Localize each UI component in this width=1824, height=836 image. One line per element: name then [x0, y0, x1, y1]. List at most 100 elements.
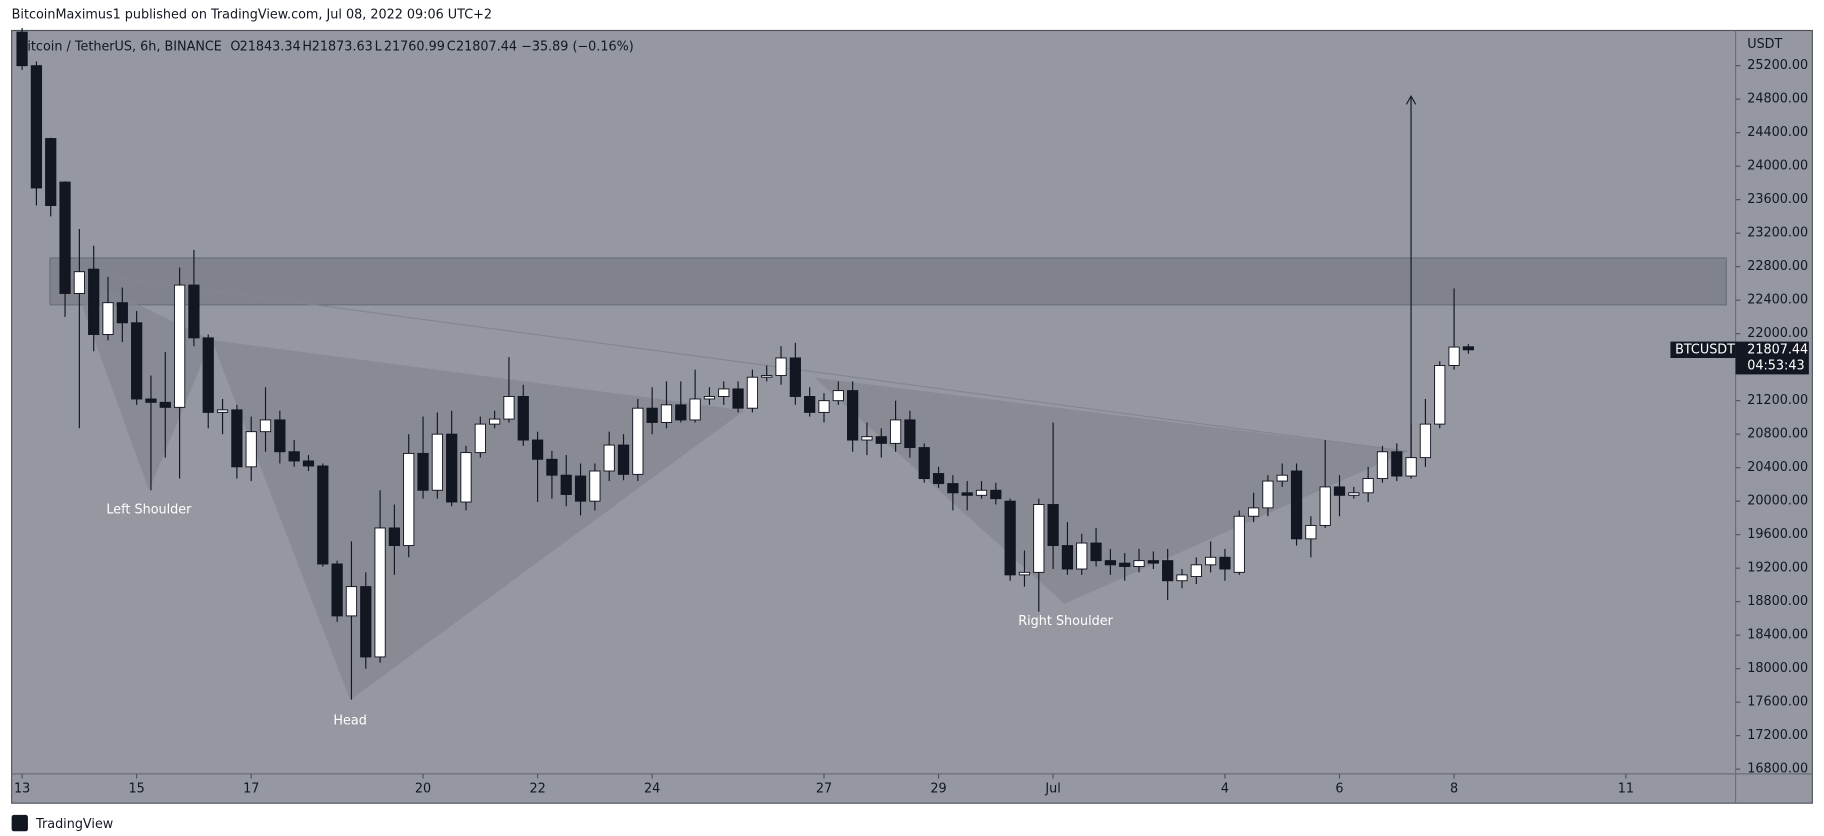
- candle-body: [1133, 560, 1145, 567]
- x-tick-label: 15: [129, 782, 145, 797]
- candle-body: [1018, 571, 1031, 576]
- ohlc-label: O: [230, 39, 240, 54]
- candle-body: [1391, 451, 1403, 477]
- candle-body: [274, 419, 286, 453]
- candle-body: [761, 375, 773, 378]
- candle-body: [403, 452, 415, 547]
- candle-body: [1233, 515, 1245, 573]
- candle-body: [689, 398, 701, 421]
- candle-body: [202, 337, 214, 413]
- symbol-tag-bg: [1670, 341, 1736, 358]
- candle-body: [961, 492, 973, 496]
- price-tag-value: 21807.44: [1747, 342, 1808, 357]
- y-tick-label: 18400.00: [1747, 628, 1808, 643]
- x-tick-label: 8: [1450, 782, 1458, 797]
- neckline: [69, 271, 1408, 452]
- candle-body: [718, 388, 730, 397]
- y-tick-label: 22400.00: [1747, 293, 1808, 308]
- candle-body: [732, 388, 744, 409]
- candle-body: [1190, 564, 1202, 578]
- candle-body: [1319, 486, 1331, 526]
- candle-body: [360, 586, 372, 658]
- logo-icon: [11, 814, 28, 832]
- candle-body: [1162, 560, 1174, 582]
- candle-body: [1305, 524, 1317, 540]
- x-tick-label: 11: [1618, 782, 1634, 797]
- candle-body: [889, 419, 902, 444]
- candle-body: [804, 396, 816, 413]
- x-tick-label: 17: [243, 782, 259, 797]
- candle-body: [188, 284, 200, 339]
- candle-body: [503, 396, 515, 420]
- candle-body: [589, 470, 601, 502]
- candle-body: [1004, 500, 1016, 576]
- candle-body: [30, 65, 43, 189]
- candle-body: [947, 483, 959, 494]
- x-tick-label: 27: [816, 782, 832, 797]
- y-tick-label: 23600.00: [1747, 192, 1808, 207]
- resistance-zone: [49, 257, 1727, 306]
- candle-body: [546, 458, 558, 476]
- ohlc-label: C: [447, 39, 456, 54]
- candle-body: [1276, 474, 1288, 482]
- x-tick-label: Jul: [1044, 782, 1060, 797]
- x-tick-label: 20: [415, 782, 431, 797]
- annotation: Left Shoulder: [106, 503, 192, 518]
- candle-body: [1362, 478, 1374, 494]
- candle-body: [975, 489, 988, 496]
- symbol-title: Bitcoin / TetherUS, 6h, BINANCE: [19, 39, 222, 54]
- candle-body: [1176, 574, 1188, 582]
- candle-body: [818, 400, 830, 413]
- candle-body: [116, 302, 128, 324]
- candle-body: [1419, 423, 1432, 459]
- candle-body: [1219, 556, 1231, 570]
- annotation: Right Shoulder: [1018, 614, 1113, 629]
- candle-body: [374, 527, 386, 658]
- y-tick-label: 19600.00: [1747, 527, 1808, 542]
- publisher-line: BitcoinMaximus1 published on TradingView…: [12, 8, 492, 23]
- y-tick-label: 20800.00: [1747, 427, 1808, 442]
- y-tick-label: 24800.00: [1747, 92, 1808, 107]
- candle-body: [1119, 562, 1131, 567]
- candle-body: [131, 322, 143, 400]
- candle-body: [88, 268, 100, 335]
- ohlc-label: H: [302, 39, 312, 54]
- candle-body: [1147, 560, 1159, 564]
- y-tick-label: 22800.00: [1747, 259, 1808, 274]
- candle-body: [216, 409, 229, 413]
- candle-body: [703, 396, 716, 400]
- candle-body: [145, 398, 157, 403]
- symbol-tag: BTCUSDT: [1675, 342, 1735, 357]
- candle-body: [531, 439, 544, 460]
- y-axis: 16800.00 17200.00 17600.00 18000.00 18400.00…: [1735, 58, 1808, 777]
- x-tick-label: 13: [14, 782, 30, 797]
- candle-body: [617, 444, 630, 475]
- candle-body: [345, 586, 358, 617]
- candle-body: [660, 404, 673, 423]
- candle-body: [331, 563, 343, 617]
- candle-body: [73, 271, 85, 294]
- change-value: −35.89 (−0.16%): [521, 39, 634, 54]
- y-tick-label: 24400.00: [1747, 125, 1808, 140]
- candle-body: [675, 404, 687, 421]
- candle-body: [16, 31, 28, 67]
- candle-body: [460, 452, 472, 503]
- candle-body: [632, 407, 644, 475]
- candle-body: [1247, 507, 1260, 517]
- annotation: Head: [333, 714, 366, 729]
- footer-brand: TradingView: [35, 817, 113, 832]
- candle-body: [517, 396, 529, 441]
- candle-body: [1047, 504, 1059, 547]
- candle-body: [288, 451, 300, 462]
- candle-body: [1262, 480, 1274, 509]
- candle-body: [159, 401, 171, 408]
- y-tick-label: 20000.00: [1747, 494, 1808, 509]
- candle-body: [1376, 451, 1389, 480]
- arrow-head: [1405, 94, 1417, 105]
- y-tick-label: 18800.00: [1747, 594, 1808, 609]
- y-axis-label: USDT: [1747, 37, 1782, 52]
- candle-body: [474, 423, 486, 454]
- candle-body: [1205, 556, 1217, 566]
- candle-body: [904, 419, 916, 449]
